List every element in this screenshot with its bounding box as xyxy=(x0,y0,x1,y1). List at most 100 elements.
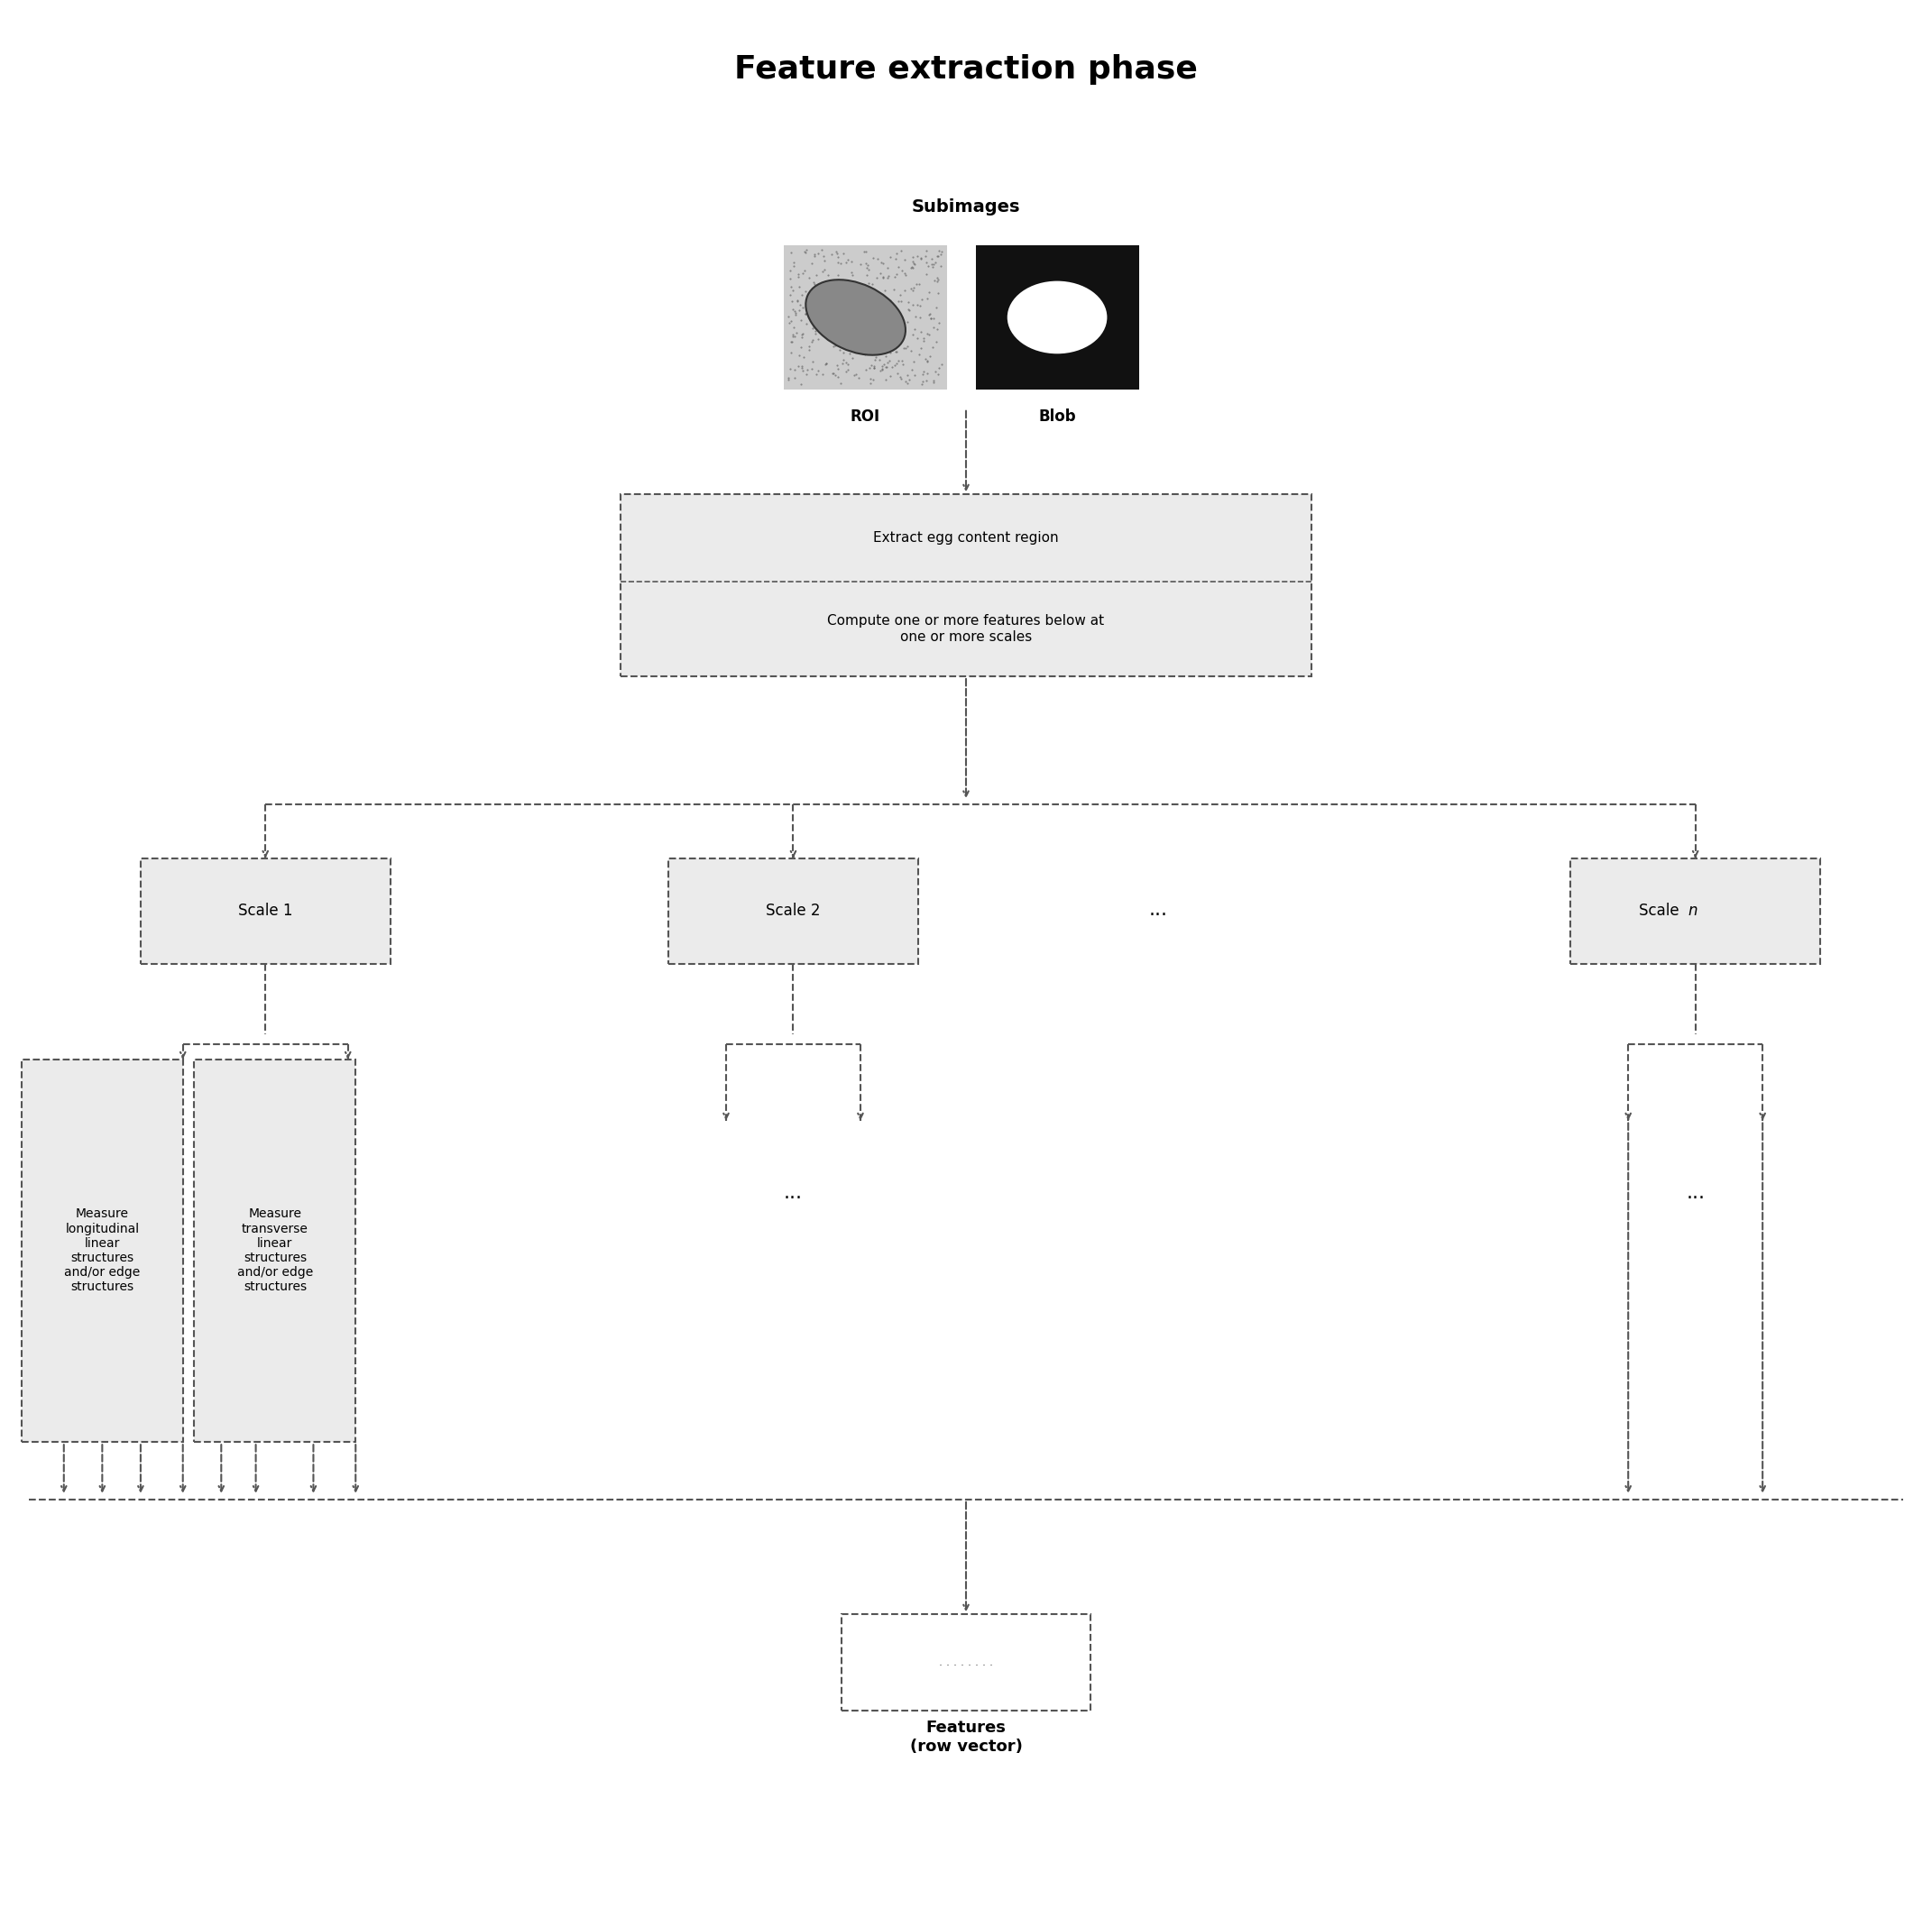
Point xyxy=(823,260,854,291)
Point xyxy=(889,245,920,276)
FancyBboxPatch shape xyxy=(21,1060,184,1441)
Point xyxy=(854,291,885,322)
Point xyxy=(867,355,898,385)
Point xyxy=(896,335,927,366)
Point xyxy=(852,316,883,347)
Point xyxy=(883,358,914,389)
Point xyxy=(848,322,879,353)
Point xyxy=(775,254,806,285)
Point xyxy=(871,324,902,355)
Point xyxy=(920,326,951,356)
Point xyxy=(790,299,821,330)
Point xyxy=(806,293,837,324)
Point xyxy=(779,297,810,328)
Point xyxy=(914,341,945,372)
Point xyxy=(821,235,852,266)
Point xyxy=(906,285,937,316)
Point xyxy=(850,355,881,385)
Point xyxy=(786,368,817,399)
Point xyxy=(811,347,842,378)
Point xyxy=(893,368,923,399)
Point xyxy=(779,362,810,393)
Point xyxy=(777,276,808,306)
Point xyxy=(848,306,879,337)
Point xyxy=(852,249,883,279)
Text: . . . . . . . .: . . . . . . . . xyxy=(939,1657,993,1669)
Point xyxy=(918,312,949,343)
Text: ROI: ROI xyxy=(850,409,881,424)
Point xyxy=(798,312,829,343)
Point xyxy=(846,249,877,279)
Point xyxy=(831,247,862,277)
Point xyxy=(887,345,918,376)
Point xyxy=(786,318,817,349)
Point xyxy=(829,345,860,376)
Point xyxy=(811,270,842,301)
Point xyxy=(821,349,852,380)
Point xyxy=(821,291,852,322)
Point xyxy=(893,295,923,326)
Point xyxy=(815,297,846,328)
Point xyxy=(852,260,883,291)
Point xyxy=(856,331,887,362)
Point xyxy=(782,351,813,382)
Point xyxy=(773,364,804,395)
Point xyxy=(817,287,848,318)
Point xyxy=(808,241,838,272)
Point xyxy=(922,314,952,345)
Point xyxy=(800,239,831,270)
Point xyxy=(873,252,904,283)
Point xyxy=(798,266,829,297)
Point xyxy=(798,345,829,376)
Point xyxy=(852,314,883,345)
Point xyxy=(850,237,881,268)
Point xyxy=(833,349,864,380)
Point xyxy=(802,324,833,355)
Point xyxy=(875,320,906,351)
Point xyxy=(781,297,811,328)
Point xyxy=(885,279,916,310)
Point xyxy=(904,316,935,347)
Point xyxy=(779,355,810,385)
Point xyxy=(854,362,885,393)
Point xyxy=(810,316,840,347)
Point xyxy=(846,330,877,360)
Point xyxy=(918,251,949,281)
Point xyxy=(893,360,923,391)
Text: ...: ... xyxy=(1687,1185,1704,1202)
Point xyxy=(867,322,898,353)
Point xyxy=(881,349,912,380)
Point xyxy=(910,343,941,374)
Point xyxy=(792,355,823,385)
Point xyxy=(811,260,842,291)
Point xyxy=(896,274,927,304)
Point xyxy=(854,287,885,318)
Point xyxy=(873,285,904,316)
Point xyxy=(798,324,829,355)
Point xyxy=(823,355,854,385)
Point xyxy=(838,306,869,337)
Point xyxy=(906,358,937,389)
Point xyxy=(852,268,883,299)
Point xyxy=(775,279,806,310)
Point xyxy=(842,362,873,393)
Point xyxy=(821,268,852,299)
Point xyxy=(858,318,889,349)
Point xyxy=(889,331,920,362)
Point xyxy=(837,291,867,322)
Point xyxy=(823,241,854,272)
Point xyxy=(840,358,871,389)
Point xyxy=(879,262,910,293)
Point xyxy=(788,256,819,287)
Point xyxy=(893,331,923,362)
Point xyxy=(908,324,939,355)
Point xyxy=(898,276,929,306)
Point xyxy=(896,318,927,349)
Point xyxy=(784,295,815,326)
Text: Extract egg content region: Extract egg content region xyxy=(873,532,1059,545)
Point xyxy=(889,276,920,306)
Point xyxy=(827,291,858,322)
Point xyxy=(779,251,810,281)
Text: Blob: Blob xyxy=(1037,409,1076,424)
Point xyxy=(827,239,858,270)
